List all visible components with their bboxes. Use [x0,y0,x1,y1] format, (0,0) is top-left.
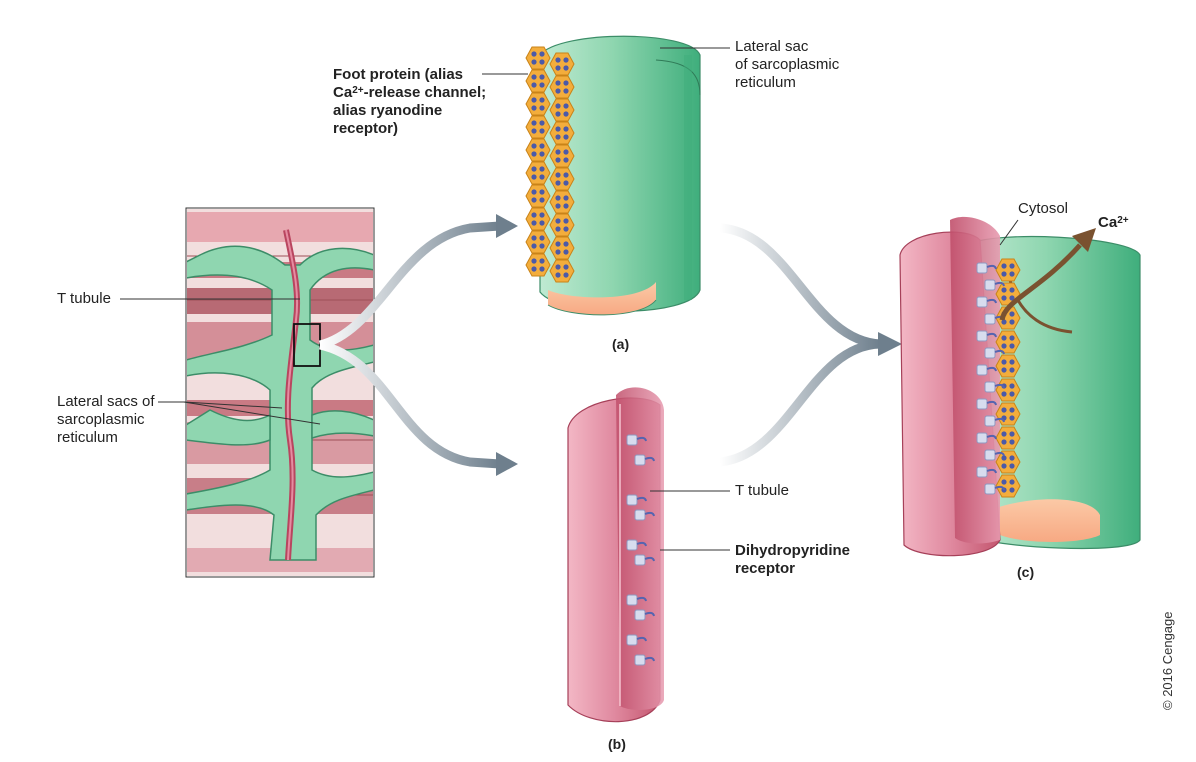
label-ca-ion: Ca2+ [1098,214,1129,232]
panel-a-lateral-sac [539,35,701,316]
caption-c: (c) [1017,564,1035,580]
dhp-line-1: Dihydropyridine [735,542,851,559]
arrow-a-to-c [719,223,881,349]
label-foot-protein: Foot protein (alias Ca2+-release channel… [333,66,486,138]
copyright-notice: © 2016 Cengage [1160,611,1175,711]
lateral-sacs-line-2: sarcoplasmic [57,411,145,428]
ca-superscript: 2+ [352,85,364,96]
ca-ion-text: Ca [1098,214,1118,231]
lateral-sac-line-2: of sarcoplasmic [735,56,840,73]
lateral-sac-line-3: reticulum [735,74,796,91]
panel-c-junction [899,216,1141,557]
label-cytosol: Cytosol [1018,200,1069,217]
lateral-sac-line-1: Lateral sac [735,38,809,55]
dhp-line-2: receptor [735,560,796,577]
label-lateral-sac: Lateral sac of sarcoplasmic reticulum [735,38,839,92]
label-lateral-sacs: Lateral sacs of sarcoplasmic reticulum [57,393,155,447]
arrow-to-a [318,214,518,350]
label-dhp-receptor: Dihydropyridine receptor [735,542,850,578]
label-t-tubule-b: T tubule [735,482,789,499]
muscle-fiber-panel [185,207,375,578]
arrow-b-to-c [719,332,902,467]
lateral-sacs-line-3: reticulum [57,429,118,446]
foot-protein-line-2: Ca2+-release channel; [333,84,486,102]
lateral-sacs-line-1: Lateral sacs of [57,393,155,410]
label-t-tubule-left: T tubule [57,290,111,307]
release-channel-text: -release channel; [363,84,487,101]
ca-ion-superscript: 2+ [1117,215,1129,226]
foot-protein-line-4: receptor) [333,120,399,137]
arrow-to-b [318,340,518,476]
ca-release-arrow [999,228,1096,321]
caption-a: (a) [612,336,630,352]
ca-text: Ca [333,84,353,101]
leader-lines [120,47,1019,551]
caption-b: (b) [608,736,626,752]
foot-protein-line-3: alias ryanodine [333,102,443,119]
panel-b-t-tubule [567,387,664,723]
foot-protein-line-1: Foot protein (alias [333,66,464,83]
